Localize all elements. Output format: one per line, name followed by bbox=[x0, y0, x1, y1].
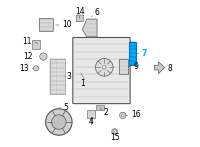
Bar bbox=[96, 105, 104, 110]
Text: 14: 14 bbox=[75, 7, 85, 16]
Text: 7: 7 bbox=[141, 49, 147, 58]
FancyBboxPatch shape bbox=[73, 37, 130, 104]
Text: 10: 10 bbox=[62, 20, 72, 30]
Text: 9: 9 bbox=[133, 62, 138, 71]
Bar bbox=[32, 40, 40, 49]
Polygon shape bbox=[112, 128, 118, 135]
Text: 15: 15 bbox=[110, 132, 120, 142]
Text: 6: 6 bbox=[94, 8, 99, 17]
Circle shape bbox=[95, 59, 113, 76]
Text: 5: 5 bbox=[63, 103, 68, 112]
Bar bbox=[129, 42, 136, 65]
Text: 13: 13 bbox=[20, 64, 29, 73]
Text: 12: 12 bbox=[24, 52, 33, 61]
Text: 2: 2 bbox=[104, 108, 109, 117]
Text: 4: 4 bbox=[88, 117, 93, 126]
Text: 16: 16 bbox=[131, 110, 141, 119]
Circle shape bbox=[121, 114, 124, 117]
Circle shape bbox=[46, 109, 72, 135]
Text: 8: 8 bbox=[168, 64, 173, 73]
Circle shape bbox=[52, 115, 66, 129]
Bar bbox=[87, 110, 95, 118]
Circle shape bbox=[40, 53, 47, 60]
Circle shape bbox=[113, 130, 116, 133]
FancyBboxPatch shape bbox=[39, 19, 53, 31]
Bar bbox=[50, 59, 65, 94]
Text: 3: 3 bbox=[66, 72, 71, 81]
Circle shape bbox=[33, 66, 39, 71]
Text: 11: 11 bbox=[22, 37, 32, 46]
Circle shape bbox=[102, 66, 106, 69]
Polygon shape bbox=[154, 62, 165, 74]
Bar bbox=[119, 59, 128, 74]
FancyBboxPatch shape bbox=[76, 15, 83, 22]
Polygon shape bbox=[82, 19, 97, 37]
Circle shape bbox=[120, 112, 126, 119]
Text: 1: 1 bbox=[80, 79, 85, 88]
